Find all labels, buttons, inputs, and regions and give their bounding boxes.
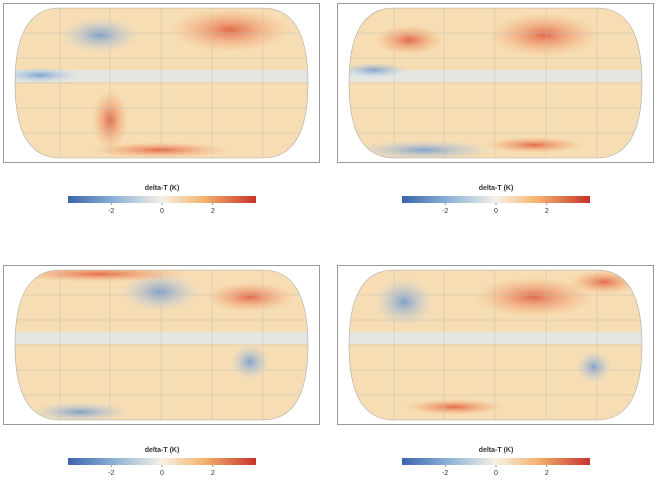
anomaly-area bbox=[374, 25, 444, 55]
anomaly-area bbox=[15, 270, 190, 282]
colorbar-label: delta-T (K) bbox=[145, 185, 180, 192]
equator-band bbox=[349, 332, 642, 344]
anomaly-area bbox=[489, 13, 599, 57]
colorbar-tick-label: 0 bbox=[160, 470, 164, 477]
anomaly-area bbox=[120, 272, 200, 312]
colorbar-tick-label: 2 bbox=[545, 208, 549, 215]
anomaly-area bbox=[374, 277, 434, 327]
anomaly-area bbox=[349, 62, 409, 78]
colorbar-label: delta-T (K) bbox=[479, 447, 514, 454]
colorbar bbox=[68, 458, 256, 465]
colorbar-tick-label: 0 bbox=[494, 470, 498, 477]
anomaly-area bbox=[30, 402, 130, 420]
colorbar bbox=[402, 458, 590, 465]
anomaly-area bbox=[205, 282, 295, 312]
equator-band bbox=[15, 70, 308, 82]
anomaly-area bbox=[230, 344, 270, 380]
map-outline bbox=[348, 7, 643, 159]
colorbar-tick-label: -2 bbox=[442, 208, 448, 215]
panel: delta-T (K) -2 0 2 bbox=[337, 265, 654, 477]
anomaly-area bbox=[404, 399, 504, 415]
colorbar-tick-label: -2 bbox=[108, 470, 114, 477]
panel: delta-T (K) -2 0 2 bbox=[3, 3, 320, 215]
anomaly-area bbox=[354, 140, 494, 158]
anomaly-area bbox=[576, 351, 612, 383]
panel: delta-T (K) -2 0 2 bbox=[3, 265, 320, 477]
colorbar-tick-label: -2 bbox=[108, 208, 114, 215]
panel: delta-T (K) -2 0 2 bbox=[337, 3, 654, 215]
anomaly-area bbox=[484, 137, 584, 153]
colorbar-tick-label: 2 bbox=[211, 470, 215, 477]
map-outline bbox=[14, 7, 309, 159]
map-outline bbox=[14, 269, 309, 421]
map-field bbox=[349, 270, 642, 420]
map-outline bbox=[348, 269, 643, 421]
colorbar-tick-label: 0 bbox=[494, 208, 498, 215]
anomaly-area bbox=[474, 277, 594, 317]
anomaly-area bbox=[90, 142, 230, 158]
map-field bbox=[15, 270, 308, 420]
colorbar-label: delta-T (K) bbox=[479, 185, 514, 192]
colorbar-tick-label: 2 bbox=[545, 470, 549, 477]
anomaly-area bbox=[60, 17, 140, 53]
colorbar bbox=[402, 196, 590, 203]
map-field bbox=[15, 8, 308, 158]
colorbar-tick-label: -2 bbox=[442, 470, 448, 477]
equator-band bbox=[15, 332, 308, 344]
colorbar-label: delta-T (K) bbox=[145, 447, 180, 454]
colorbar bbox=[68, 196, 256, 203]
anomaly-area bbox=[170, 8, 290, 52]
colorbar-tick-label: 2 bbox=[211, 208, 215, 215]
equator-band bbox=[349, 70, 642, 82]
colorbar-tick-label: 0 bbox=[160, 208, 164, 215]
map-field bbox=[349, 8, 642, 158]
